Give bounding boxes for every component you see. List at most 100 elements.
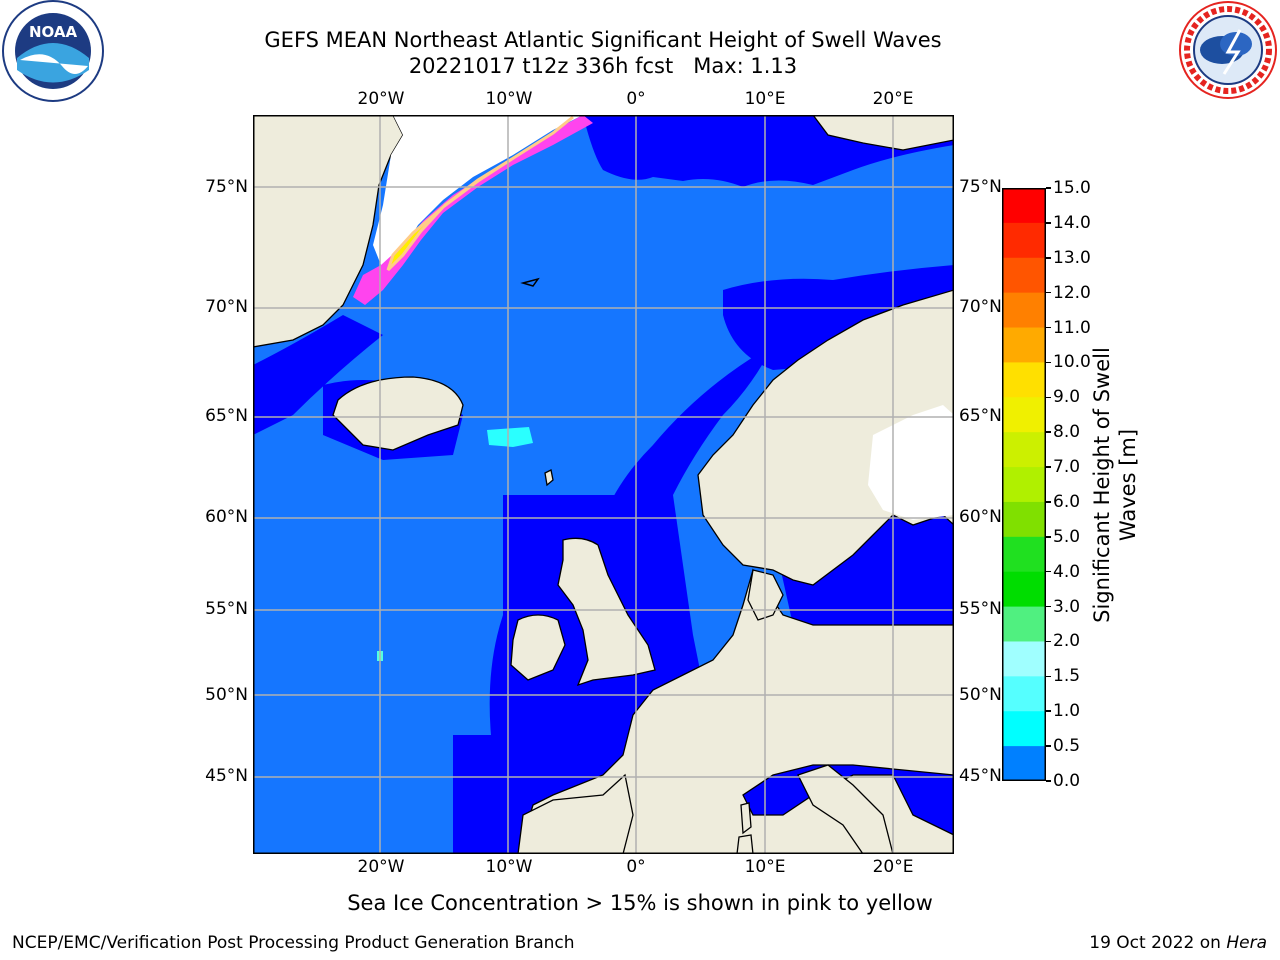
lon-tick-top-20w: 20°W: [357, 89, 405, 109]
lon-tick-top-10w: 10°W: [485, 89, 533, 109]
colorbar-segment: [1002, 327, 1046, 363]
footer-date-text: 19 Oct 2022 on: [1089, 933, 1227, 953]
greenland-shelf-dark: [253, 315, 383, 435]
iberia-land: [517, 773, 634, 854]
colorbar-svg: [1002, 188, 1046, 782]
finland-white-gap: [868, 405, 954, 520]
nws-logo: [1176, 0, 1280, 102]
colorbar-tick-mark: [1046, 710, 1051, 712]
colorbar-tick-mark: [1046, 431, 1051, 433]
colorbar-tick-label: 15.0: [1053, 178, 1091, 198]
colorbar-segment: [1002, 536, 1046, 573]
colorbar-tick-mark: [1046, 326, 1051, 329]
colorbar-segment: [1002, 711, 1046, 747]
colorbar-tick-label: 8.0: [1053, 422, 1081, 443]
lon-tick-bottom-20e: 20°E: [872, 857, 914, 877]
lat-tick-right-60n: 60°N: [959, 507, 1002, 527]
footer-date: 19 Oct 2022 on Hera: [1089, 933, 1267, 953]
lat-tick-left-70n: 70°N: [205, 297, 248, 317]
colorbar-tick-mark: [1046, 257, 1051, 259]
noaa-logo: NOAA: [0, 0, 106, 104]
ireland-land: [510, 614, 566, 681]
lat-tick-left-45n: 45°N: [205, 766, 248, 786]
colorbar-tick-mark: [1046, 222, 1051, 224]
colorbar-tick-mark: [1046, 501, 1051, 503]
lon-tick-top-0: 0°: [626, 89, 646, 109]
colorbar-tick-label: 7.0: [1053, 457, 1081, 478]
colorbar-tick-label: 14.0: [1053, 212, 1091, 233]
lat-tick-left-50n: 50°N: [205, 685, 248, 705]
footer-host: Hera: [1226, 933, 1267, 953]
colorbar-tick-mark: [1046, 640, 1051, 643]
chart-subtitle: 20221017 t12z 336h fcst Max: 1.13: [408, 54, 798, 78]
chart-title: GEFS MEAN Northeast Atlantic Significant…: [264, 28, 942, 52]
lat-tick-right-55n: 55°N: [959, 599, 1002, 619]
lat-tick-left-60n: 60°N: [205, 507, 248, 527]
colorbar-tick-label: 12.0: [1053, 282, 1091, 303]
colorbar: [1002, 188, 1046, 782]
colorbar-segment: [1002, 501, 1046, 538]
colorbar-tick-mark: [1046, 466, 1051, 468]
noaa-logo-text: NOAA: [29, 23, 78, 41]
swell-cyan-patch: [487, 427, 533, 447]
sea-ice-edge-pink: [353, 115, 593, 305]
colorbar-segment: [1002, 292, 1046, 329]
footer-branch: NCEP/EMC/Verification Post Processing Pr…: [12, 933, 575, 953]
colorbar-tick-label: 11.0: [1053, 317, 1091, 338]
great-britain-land: [557, 537, 656, 687]
lat-tick-right-50n: 50°N: [959, 685, 1002, 705]
map-svg: [253, 115, 954, 854]
colorbar-segment: [1002, 188, 1046, 224]
lat-tick-left-55n: 55°N: [205, 599, 248, 619]
colorbar-tick-label: 3.0: [1053, 596, 1081, 617]
corsica-land: [740, 802, 752, 835]
lon-tick-bottom-20w: 20°W: [357, 857, 405, 877]
colorbar-tick-mark: [1046, 361, 1051, 364]
lon-tick-top-20e: 20°E: [872, 89, 914, 109]
colorbar-segment: [1002, 676, 1046, 712]
colorbar-tick-label: 5.0: [1053, 526, 1081, 547]
colorbar-tick-mark: [1046, 675, 1051, 678]
colorbar-tick-mark: [1046, 187, 1051, 189]
colorbar-tick-mark: [1046, 570, 1051, 573]
lat-tick-right-75n: 75°N: [959, 177, 1002, 197]
colorbar-tick-mark: [1046, 780, 1051, 782]
sardinia-land: [736, 834, 754, 854]
colorbar-segment: [1002, 222, 1046, 259]
svalbard-land: [812, 115, 954, 151]
iceland-land: [332, 376, 464, 451]
lon-tick-top-10e: 10°E: [744, 89, 786, 109]
map-frame: [253, 115, 954, 854]
colorbar-segment: [1002, 257, 1046, 294]
sea-ice-caption: Sea Ice Concentration > 15% is shown in …: [347, 891, 933, 915]
colorbar-frame: [1002, 188, 1046, 781]
lat-tick-right-45n: 45°N: [959, 766, 1002, 786]
colorbar-tick-mark: [1046, 291, 1051, 294]
jan-mayen-land: [520, 277, 540, 287]
colorbar-tick-label: 6.0: [1053, 491, 1081, 512]
sea-ice-edge-yellow: [386, 115, 574, 272]
colorbar-tick-label: 13.0: [1053, 247, 1091, 268]
lon-tick-bottom-10w: 10°W: [485, 857, 533, 877]
colorbar-tick-mark: [1046, 396, 1051, 399]
colorbar-tick-mark: [1046, 605, 1051, 608]
lat-tick-right-70n: 70°N: [959, 297, 1002, 317]
colorbar-segment: [1002, 362, 1046, 398]
colorbar-tick-label: 9.0: [1053, 387, 1081, 408]
colorbar-tick-mark: [1046, 536, 1051, 538]
faroe-land: [544, 469, 554, 487]
colorbar-tick-label: 0.0: [1053, 771, 1081, 791]
lat-tick-left-75n: 75°N: [205, 177, 248, 197]
colorbar-tick-label: 0.5: [1053, 736, 1081, 757]
colorbar-tick-label: 1.0: [1053, 701, 1081, 722]
colorbar-segment: [1002, 397, 1046, 433]
colorbar-segment: [1002, 432, 1046, 468]
lat-tick-left-65n: 65°N: [205, 406, 248, 426]
colorbar-tick-label: 4.0: [1053, 561, 1081, 582]
colorbar-segment: [1002, 606, 1046, 642]
lon-tick-bottom-10e: 10°E: [744, 857, 786, 877]
colorbar-tick-label: 1.5: [1053, 666, 1081, 687]
colorbar-segment: [1002, 467, 1046, 503]
sea-ice-white: [373, 115, 583, 270]
lon-tick-bottom-0: 0°: [626, 857, 646, 877]
